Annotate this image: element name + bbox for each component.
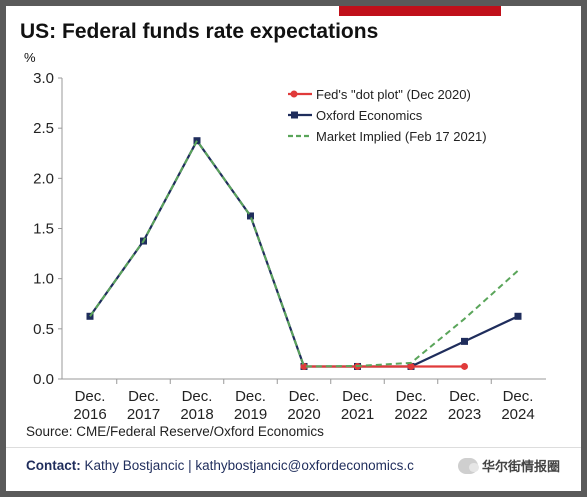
oxford-point bbox=[461, 337, 468, 345]
dot-plot-point bbox=[461, 362, 468, 370]
x-tick-label: Dec. bbox=[342, 388, 373, 405]
source-note: Source: CME/Federal Reserve/Oxford Econo… bbox=[26, 424, 324, 439]
x-tick-label-year: 2016 bbox=[73, 406, 106, 423]
chart-plot: %0.00.51.01.52.02.53.0Dec.2016Dec.2017De… bbox=[24, 50, 546, 423]
watermark: 华尔街情报圈 bbox=[458, 456, 560, 475]
x-tick-label-year: 2022 bbox=[394, 406, 427, 423]
oxford-point bbox=[247, 212, 254, 220]
x-tick-label: Dec. bbox=[449, 388, 480, 405]
x-tick-label-year: 2017 bbox=[127, 406, 160, 423]
x-tick-label-year: 2023 bbox=[448, 406, 481, 423]
y-tick-label: 3.0 bbox=[33, 70, 54, 87]
series-line-1 bbox=[89, 139, 519, 368]
y-tick-label: 2.0 bbox=[33, 170, 54, 187]
y-tick-label: 1.0 bbox=[33, 271, 54, 288]
x-tick-label: Dec. bbox=[503, 388, 534, 405]
dot-plot-point bbox=[407, 362, 415, 370]
x-tick-label-year: 2020 bbox=[287, 406, 320, 423]
chart-title: US: Federal funds rate expectations bbox=[20, 20, 379, 43]
footer-divider bbox=[6, 447, 581, 448]
series-line-2 bbox=[89, 139, 519, 368]
legend-entry-1: Oxford Economics bbox=[316, 108, 423, 123]
contact-text: Kathy Bostjancic | kathybostjancic@oxfor… bbox=[84, 458, 414, 473]
oxford-point bbox=[193, 137, 201, 145]
y-tick-label: 1.5 bbox=[33, 221, 54, 238]
x-tick-label: Dec. bbox=[396, 388, 427, 405]
y-tick-label: 0.0 bbox=[33, 371, 54, 388]
x-tick-label-year: 2018 bbox=[180, 406, 213, 423]
dot-plot-point bbox=[300, 362, 308, 370]
x-tick-label: Dec. bbox=[289, 388, 320, 405]
legend-entry-0: Fed's "dot plot" (Dec 2020) bbox=[316, 87, 471, 102]
x-tick-label: Dec. bbox=[235, 388, 266, 405]
wechat-icon bbox=[458, 457, 479, 474]
x-tick-label: Dec. bbox=[128, 388, 159, 405]
x-tick-label: Dec. bbox=[75, 388, 106, 405]
legend-swatch-dot bbox=[290, 90, 298, 98]
contact-label: Contact: bbox=[26, 458, 81, 473]
legend-entry-2: Market Implied (Feb 17 2021) bbox=[316, 129, 487, 144]
legend-swatch-square bbox=[291, 111, 298, 119]
chart-frame: US: Federal funds rate expectations % 0.0… bbox=[6, 6, 581, 491]
oxford-point bbox=[514, 312, 522, 320]
y-axis-unit-label: % bbox=[24, 50, 36, 65]
x-tick-label-year: 2024 bbox=[501, 406, 534, 423]
watermark-text: 华尔街情报圈 bbox=[482, 459, 561, 474]
x-tick-label-year: 2021 bbox=[341, 406, 374, 423]
y-tick-label: 2.5 bbox=[33, 120, 54, 137]
contact-line: Contact: Kathy Bostjancic | kathybostjan… bbox=[26, 458, 414, 473]
y-tick-label: 0.5 bbox=[33, 321, 54, 338]
x-tick-label: Dec. bbox=[182, 388, 213, 405]
brand-accent-bar bbox=[339, 6, 501, 16]
x-tick-label-year: 2019 bbox=[234, 406, 267, 423]
